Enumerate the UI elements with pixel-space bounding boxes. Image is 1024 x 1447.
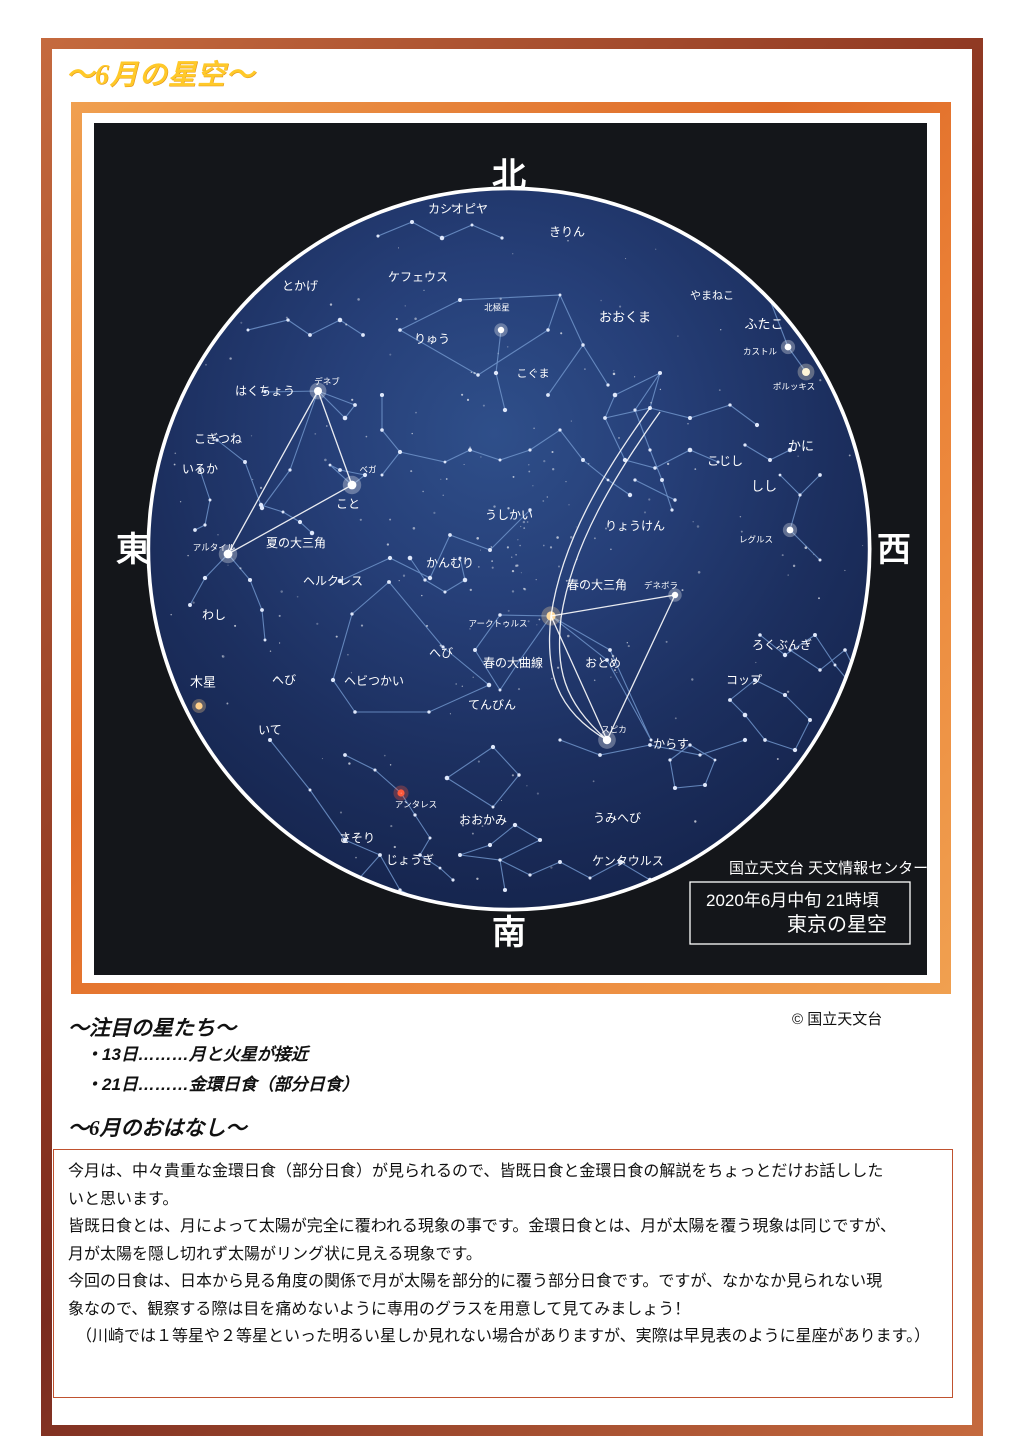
svg-text:わし: わし bbox=[202, 608, 226, 622]
svg-text:うみへび: うみへび bbox=[593, 811, 641, 825]
svg-text:かに: かに bbox=[788, 438, 814, 453]
svg-text:うしかい: うしかい bbox=[485, 508, 533, 522]
svg-text:おおくま: おおくま bbox=[599, 309, 651, 324]
svg-text:デネボラ: デネボラ bbox=[644, 580, 678, 590]
svg-text:かんむり: かんむり bbox=[426, 556, 474, 570]
svg-text:ケンタウルス: ケンタウルス bbox=[592, 854, 664, 868]
svg-text:ろくぶんぎ: ろくぶんぎ bbox=[752, 638, 812, 652]
svg-text:こぐま: こぐま bbox=[517, 367, 550, 380]
svg-text:おとめ: おとめ bbox=[585, 656, 621, 670]
svg-text:夏の大三角: 夏の大三角 bbox=[266, 536, 326, 550]
svg-text:東京の星空: 東京の星空 bbox=[787, 913, 887, 936]
svg-text:おおかみ: おおかみ bbox=[459, 813, 507, 827]
svg-text:スピカ: スピカ bbox=[601, 724, 627, 734]
svg-text:さそり: さそり bbox=[339, 831, 375, 845]
svg-text:ヘビつかい: ヘビつかい bbox=[344, 674, 404, 688]
svg-text:カシオピヤ: カシオピヤ bbox=[428, 202, 488, 216]
svg-text:国立天文台 天文情報センター: 国立天文台 天文情報センター bbox=[729, 860, 927, 877]
svg-text:カストル: カストル bbox=[743, 346, 778, 356]
svg-text:春の大三角: 春の大三角 bbox=[567, 578, 627, 592]
svg-text:りゅう: りゅう bbox=[414, 332, 450, 346]
svg-text:木星: 木星 bbox=[190, 674, 216, 689]
svg-text:こと: こと bbox=[336, 497, 360, 511]
svg-text:こぎつね: こぎつね bbox=[194, 432, 242, 446]
svg-text:はくちょう: はくちょう bbox=[235, 384, 295, 398]
svg-text:アークトゥルス: アークトゥルス bbox=[469, 618, 528, 628]
svg-text:きりん: きりん bbox=[549, 225, 585, 239]
svg-text:北極星: 北極星 bbox=[484, 302, 510, 312]
svg-text:ケフェウス: ケフェウス bbox=[388, 270, 448, 284]
svg-text:東: 東 bbox=[116, 531, 150, 569]
svg-text:2020年6月中旬 21時頃: 2020年6月中旬 21時頃 bbox=[706, 891, 879, 910]
svg-text:ヘルクレス: ヘルクレス bbox=[303, 574, 363, 588]
svg-text:からす: からす bbox=[653, 737, 689, 751]
svg-text:春の大曲線: 春の大曲線 bbox=[483, 655, 543, 670]
svg-text:ふたこ: ふたこ bbox=[744, 316, 783, 331]
svg-text:コップ: コップ bbox=[726, 673, 762, 687]
svg-text:こじし: こじし bbox=[707, 454, 743, 468]
svg-text:アルタイル: アルタイル bbox=[193, 542, 236, 552]
svg-text:やまねこ: やまねこ bbox=[690, 289, 734, 302]
svg-text:レグルス: レグルス bbox=[739, 534, 773, 544]
svg-text:ベガ: ベガ bbox=[359, 464, 377, 474]
svg-text:へび: へび bbox=[429, 646, 453, 660]
svg-text:いて: いて bbox=[258, 723, 282, 737]
svg-text:じょうぎ: じょうぎ bbox=[386, 853, 434, 867]
svg-text:とかげ: とかげ bbox=[282, 279, 318, 293]
svg-text:ポルッキス: ポルッキス bbox=[773, 381, 815, 391]
svg-text:てんびん: てんびん bbox=[468, 698, 516, 712]
svg-text:デネブ: デネブ bbox=[314, 376, 340, 386]
svg-text:南: 南 bbox=[492, 914, 526, 952]
svg-text:りょうけん: りょうけん bbox=[605, 519, 665, 533]
svg-text:北: 北 bbox=[492, 157, 526, 195]
svg-text:へび: へび bbox=[272, 673, 296, 687]
svg-text:アンタレス: アンタレス bbox=[395, 799, 437, 809]
svg-text:しし: しし bbox=[751, 478, 777, 493]
svg-text:西: 西 bbox=[877, 531, 911, 569]
svg-text:いるか: いるか bbox=[182, 462, 218, 476]
